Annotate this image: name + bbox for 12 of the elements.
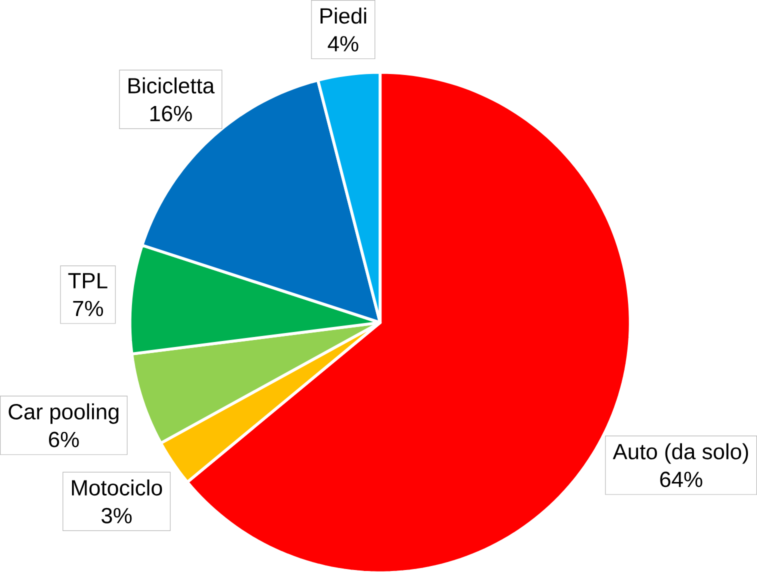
data-label: 3%: [102, 508, 132, 524]
slice-label: Bicicletta: [128, 77, 215, 94]
slice-label: Motociclo: [72, 479, 162, 496]
slice-label: TPL: [68, 273, 108, 288]
data-label: 4%: [328, 36, 358, 52]
data-label: 16%: [150, 106, 192, 122]
data-label: 6%: [49, 432, 79, 448]
slice-label: Auto (da solo): [612, 443, 748, 464]
slice-label: Piedi: [320, 7, 366, 24]
data-label: 64%: [660, 472, 702, 488]
slice-label: Car pooling: [8, 403, 118, 424]
data-label: 7%: [73, 300, 103, 316]
